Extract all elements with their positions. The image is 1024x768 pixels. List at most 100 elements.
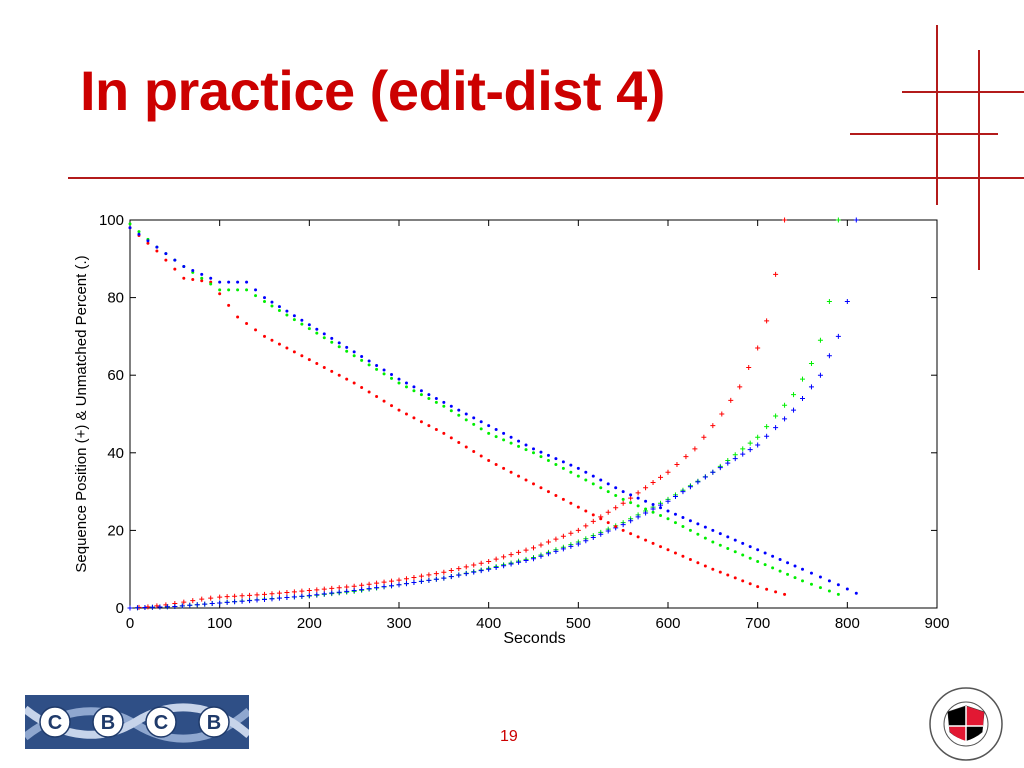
data-point-dot xyxy=(322,365,326,369)
data-point-dot xyxy=(629,493,633,497)
data-point-dot xyxy=(464,418,468,422)
data-point-dot xyxy=(367,363,371,367)
data-point-plus xyxy=(478,560,484,566)
data-point-dot xyxy=(703,525,707,529)
data-point-dot xyxy=(277,305,281,309)
data-point-dot xyxy=(771,566,775,570)
data-point-plus xyxy=(486,558,492,564)
data-point-dot xyxy=(419,393,423,397)
data-point-plus xyxy=(501,554,507,560)
data-point-plus xyxy=(448,567,454,573)
data-point-dot xyxy=(254,294,258,298)
data-point-dot xyxy=(173,267,177,271)
data-point-plus xyxy=(620,522,626,528)
data-point-dot xyxy=(254,288,258,292)
data-point-dot xyxy=(546,453,550,457)
data-point-plus xyxy=(853,217,859,223)
data-point-dot xyxy=(137,232,141,236)
data-point-dot xyxy=(494,462,498,466)
data-point-dot xyxy=(801,579,804,583)
data-point-dot xyxy=(449,404,453,408)
data-point-plus xyxy=(291,589,297,595)
data-point-dot xyxy=(434,396,438,400)
data-point-dot xyxy=(449,436,453,440)
data-point-dot xyxy=(756,559,760,563)
data-point-dot xyxy=(236,288,240,292)
data-point-plus xyxy=(628,518,634,524)
y-axis: 0 20 40 60 80 100 xyxy=(99,212,937,617)
data-point-dot xyxy=(164,258,168,262)
cbcb-letter: C xyxy=(154,712,168,734)
data-point-plus xyxy=(635,490,641,496)
data-point-plus xyxy=(134,605,140,611)
data-point-plus xyxy=(817,372,823,378)
data-point-plus xyxy=(351,583,357,589)
data-point-dot xyxy=(673,521,677,525)
x-tick-label: 800 xyxy=(835,615,860,632)
data-point-dot xyxy=(748,556,752,560)
data-point-plus xyxy=(269,596,275,602)
data-point-plus xyxy=(336,589,342,595)
series-layer xyxy=(127,217,859,611)
data-point-plus xyxy=(740,451,746,457)
data-point-plus xyxy=(791,407,797,413)
data-point-dot xyxy=(569,463,573,467)
data-point-dot xyxy=(254,328,258,332)
data-point-dot xyxy=(591,482,595,486)
y-tick-label: 100 xyxy=(99,212,124,229)
slide-title: In practice (edit-dist 4) xyxy=(80,59,665,122)
data-point-plus xyxy=(545,539,551,545)
data-point-dot xyxy=(330,369,334,373)
data-point-dot xyxy=(748,582,752,586)
data-point-plus xyxy=(262,596,267,602)
data-point-plus xyxy=(665,498,671,504)
data-point-dot xyxy=(494,428,498,432)
data-point-dot xyxy=(337,345,341,349)
y-tick-label: 60 xyxy=(107,367,124,384)
data-point-plus xyxy=(217,600,223,606)
data-point-plus xyxy=(650,506,656,512)
data-point-dot xyxy=(584,470,588,474)
data-point-dot xyxy=(182,276,186,280)
data-point-plus xyxy=(755,434,761,440)
data-point-plus xyxy=(344,588,350,594)
data-point-plus xyxy=(448,574,454,580)
data-point-dot xyxy=(209,282,213,286)
data-point-plus xyxy=(359,587,365,593)
data-point-dot xyxy=(546,459,550,463)
data-point-dot xyxy=(673,512,677,516)
data-point-plus xyxy=(157,604,163,610)
data-point-dot xyxy=(524,443,528,447)
data-point-plus xyxy=(764,318,770,324)
data-point-plus xyxy=(650,480,656,486)
data-point-dot xyxy=(659,514,663,518)
data-point-plus xyxy=(154,603,160,609)
x-axis-label: Seconds xyxy=(503,630,565,647)
data-point-plus xyxy=(247,598,253,604)
data-point-dot xyxy=(345,345,349,349)
data-point-dot xyxy=(517,444,521,448)
plot-area xyxy=(129,219,938,609)
data-point-plus xyxy=(538,553,544,559)
data-point-plus xyxy=(411,574,417,580)
data-point-plus xyxy=(826,353,832,359)
data-point-plus xyxy=(179,603,185,609)
title-divider xyxy=(68,177,1024,179)
data-point-plus xyxy=(224,599,230,605)
data-point-plus xyxy=(217,594,223,600)
data-point-plus xyxy=(239,593,245,599)
data-point-plus xyxy=(202,601,208,607)
data-point-dot xyxy=(681,515,685,519)
data-point-plus xyxy=(284,589,290,595)
data-point-dot xyxy=(375,395,379,399)
data-point-plus xyxy=(381,579,387,585)
y-tick-label: 80 xyxy=(107,290,124,307)
y-tick-label: 40 xyxy=(107,445,124,462)
data-point-plus xyxy=(553,548,559,554)
data-point-plus xyxy=(523,547,529,553)
data-point-dot xyxy=(285,346,289,350)
scatter-chart: 0 20 40 60 80 100 0 100 200 300 400 500 600 700 800 90… xyxy=(73,212,950,647)
data-point-plus xyxy=(516,549,522,555)
data-point-dot xyxy=(155,249,159,253)
data-point-dot xyxy=(614,493,618,497)
